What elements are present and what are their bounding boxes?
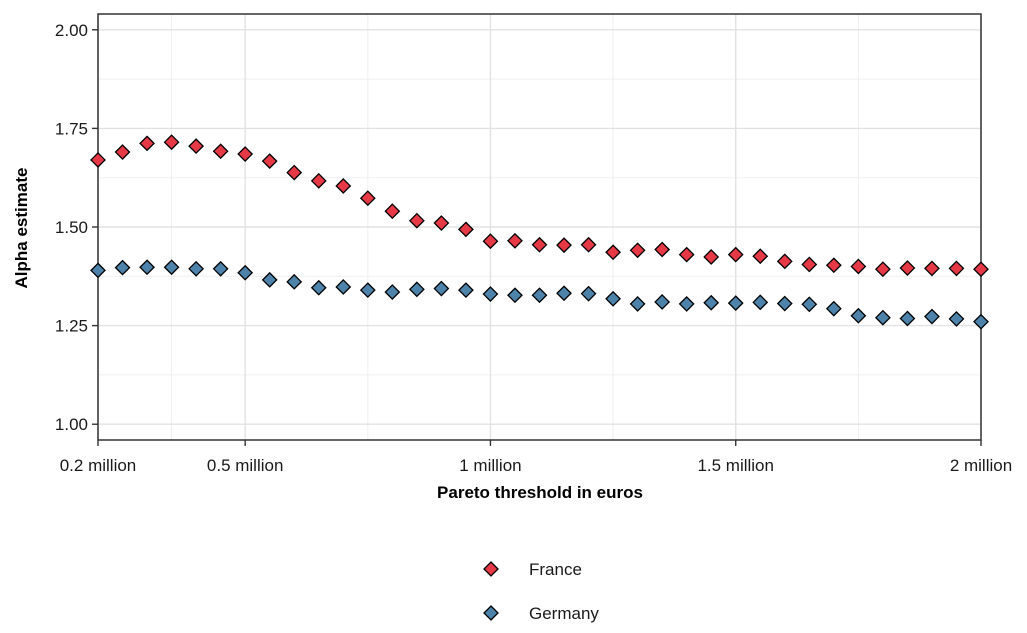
france-point — [752, 248, 769, 265]
france-point — [261, 153, 278, 170]
axes-layer: 1.00 1.25 1.50 1.75 2.00 0.2 million 0.5 milli… — [55, 13, 1012, 475]
france-point — [212, 143, 229, 160]
france-point — [973, 261, 989, 278]
germany-point — [359, 282, 376, 299]
germany-point — [90, 262, 106, 279]
france-point — [899, 260, 916, 276]
france-point — [924, 260, 940, 277]
france-point — [457, 221, 474, 238]
x-tick-label: 2 million — [950, 456, 1012, 475]
germany-point — [163, 259, 180, 276]
germany-point — [801, 296, 818, 313]
france-point — [874, 261, 891, 278]
germany-point — [629, 295, 646, 312]
y-axis-title: Alpha estimate — [12, 168, 31, 289]
france-point — [139, 135, 155, 152]
germany-point — [678, 295, 695, 312]
x-tick-label: 1.5 million — [697, 456, 774, 475]
germany-point — [335, 279, 352, 295]
germany-point — [457, 282, 474, 299]
x-axis-title: Pareto threshold in euros — [437, 483, 643, 502]
y-tick-label: 1.00 — [55, 415, 88, 434]
france-point — [727, 246, 744, 263]
germany-point — [212, 260, 229, 277]
france-point — [825, 257, 842, 274]
france-point — [507, 232, 523, 249]
france-point — [310, 172, 327, 189]
france-point — [335, 178, 352, 194]
france-point — [114, 144, 131, 160]
legend-label-germany: Germany — [529, 604, 599, 623]
france-point — [90, 152, 106, 168]
germany-point — [776, 295, 793, 312]
france-point — [948, 260, 965, 277]
y-tick-label: 1.75 — [55, 119, 88, 138]
points-layer — [90, 134, 989, 330]
x-tick-label: 0.2 million — [60, 456, 137, 475]
germany-point — [703, 294, 720, 311]
germany-point — [482, 286, 499, 302]
x-tick-label: 0.5 million — [207, 456, 284, 475]
y-tick-label: 1.25 — [55, 317, 88, 336]
legend-label-france: France — [529, 560, 582, 579]
germany-point — [237, 264, 254, 281]
legend-key-germany — [483, 605, 499, 621]
germany-point — [408, 281, 425, 298]
france-point — [237, 146, 254, 162]
france-point — [188, 138, 205, 155]
france-point — [580, 236, 597, 253]
france-point — [482, 233, 499, 250]
france-point — [850, 258, 867, 275]
germany-point — [139, 259, 155, 276]
germany-point — [924, 308, 940, 325]
france-point — [163, 134, 180, 151]
france-point — [359, 190, 376, 207]
germany-point — [310, 279, 327, 296]
germany-point — [384, 284, 401, 301]
y-tick-label: 2.00 — [55, 21, 88, 40]
france-point — [801, 256, 818, 273]
germany-point — [752, 294, 769, 311]
y-tick-label: 1.50 — [55, 218, 88, 237]
germany-point — [850, 307, 867, 324]
france-point — [776, 253, 793, 270]
germany-point — [874, 309, 891, 326]
germany-point — [286, 273, 303, 290]
germany-point — [948, 310, 965, 327]
france-point — [408, 212, 425, 229]
germany-point — [507, 287, 523, 304]
france-point — [654, 241, 671, 258]
france-point — [556, 237, 572, 254]
france-point — [703, 249, 720, 265]
legend: France Germany — [483, 560, 599, 623]
germany-point — [188, 260, 205, 277]
germany-point — [654, 294, 671, 310]
germany-point — [899, 310, 916, 327]
germany-point — [580, 285, 597, 302]
germany-point — [114, 259, 131, 276]
germany-point — [433, 280, 450, 297]
legend-key-france — [483, 561, 499, 577]
x-tick-label: 1 million — [459, 456, 521, 475]
france-point — [286, 164, 303, 181]
germany-point — [531, 287, 548, 304]
germany-point — [825, 300, 842, 317]
france-point — [605, 244, 622, 261]
germany-point — [973, 313, 989, 330]
germany-point — [261, 271, 278, 288]
france-point — [629, 242, 646, 259]
france-point — [678, 246, 695, 263]
germany-point — [727, 295, 744, 312]
grid-layer — [97, 14, 982, 440]
france-point — [531, 236, 548, 253]
france-point — [384, 203, 401, 220]
germany-point — [556, 285, 572, 302]
germany-point — [605, 290, 622, 307]
france-point — [433, 215, 450, 231]
